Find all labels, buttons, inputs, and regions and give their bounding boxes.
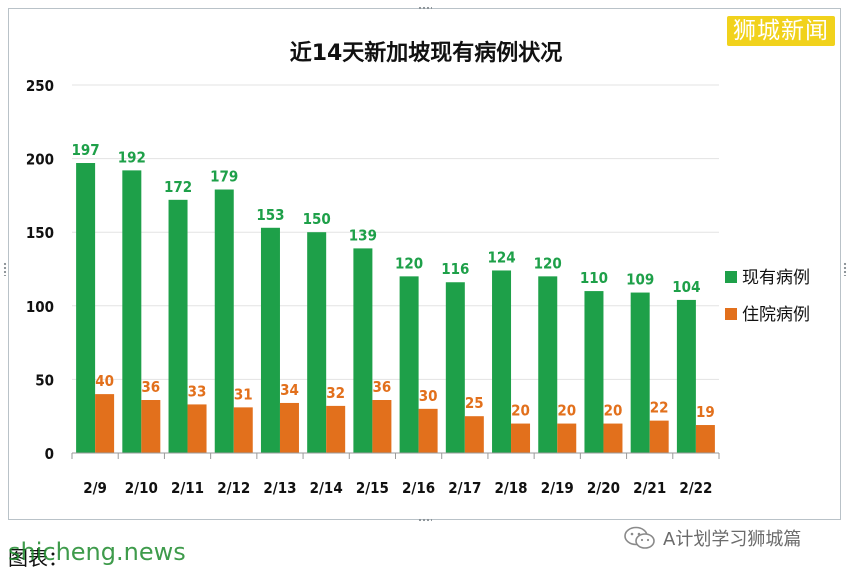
bar-existing [676, 299, 696, 453]
x-tick-label: 2/12 [217, 479, 250, 497]
brand-logo: 狮城新闻 [727, 16, 835, 46]
x-tick-label: 2/14 [310, 479, 343, 497]
y-tick-label: 0 [45, 445, 54, 463]
data-label: 25 [465, 394, 484, 412]
bar-hospitalized [418, 408, 438, 453]
bar-existing [168, 199, 188, 453]
bar-hospitalized [187, 404, 207, 453]
y-tick-label: 50 [35, 371, 54, 389]
data-label: 150 [303, 210, 331, 228]
data-label: 153 [256, 206, 284, 224]
chart-bars: 197 40 192 36 172 33 179 31 153 34 150 32 139 36 120 30… [72, 141, 715, 454]
y-tick-label: 200 [26, 151, 54, 169]
data-label: 31 [234, 385, 253, 403]
bar-existing [353, 248, 373, 453]
x-tick-label: 2/15 [356, 479, 389, 497]
y-tick-label: 250 [26, 77, 54, 95]
bar-hospitalized [372, 400, 392, 453]
legend-swatch [725, 308, 737, 320]
resize-handle-bottom[interactable] [418, 518, 432, 522]
data-label: 116 [441, 260, 469, 278]
data-label: 124 [487, 248, 515, 266]
data-label: 120 [395, 254, 423, 272]
bar-existing [445, 282, 465, 453]
data-label: 30 [419, 387, 438, 405]
bar-existing [214, 189, 234, 453]
wechat-icon [624, 526, 655, 549]
bar-hospitalized [326, 405, 346, 453]
x-tick-label: 2/13 [263, 479, 296, 497]
data-label: 120 [534, 254, 562, 272]
wechat-account-name: A计划学习狮城篇 [663, 529, 802, 550]
bar-existing [538, 276, 558, 453]
resize-handle-top[interactable] [418, 6, 432, 10]
bar-hospitalized [141, 400, 161, 453]
data-label: 36 [373, 378, 392, 396]
x-axis: 2/9 2/10 2/11 2/12 2/13 2/14 2/15 2/16 2/17 2/18 2… [71, 452, 720, 497]
data-label: 40 [95, 372, 114, 390]
bar-existing [630, 292, 650, 453]
bar-existing [584, 291, 604, 453]
data-label: 19 [696, 403, 715, 421]
x-tick-label: 2/22 [679, 479, 712, 497]
bar-hospitalized [279, 402, 299, 453]
legend-swatch [725, 271, 737, 283]
x-tick-label: 2/10 [125, 479, 158, 497]
x-tick-label: 2/11 [171, 479, 204, 497]
site-watermark: shicheng.news [8, 538, 186, 566]
data-label: 192 [118, 148, 146, 166]
y-tick-label: 150 [26, 224, 54, 242]
x-tick-label: 2/18 [494, 479, 527, 497]
data-label: 197 [72, 141, 100, 159]
data-label: 179 [210, 168, 238, 186]
bar-existing [260, 227, 280, 453]
bar-hospitalized [511, 423, 531, 453]
bar-hospitalized [603, 423, 623, 453]
chart-title: 近14天新加坡现有病例状况 [290, 40, 563, 66]
bar-hospitalized [95, 394, 115, 453]
resize-handle-left[interactable] [3, 262, 7, 276]
x-tick-label: 2/9 [83, 479, 107, 497]
x-tick-label: 2/20 [587, 479, 620, 497]
data-label: 172 [164, 178, 192, 196]
data-label: 20 [557, 402, 576, 420]
data-label: 20 [511, 402, 530, 420]
chart-caption: 图表： [8, 546, 68, 570]
bar-hospitalized [695, 425, 715, 453]
x-tick-label: 2/16 [402, 479, 435, 497]
data-label: 34 [280, 381, 299, 399]
data-label: 110 [580, 269, 608, 287]
bar-hospitalized [557, 423, 577, 453]
bar-existing [122, 170, 142, 453]
data-label: 22 [650, 399, 669, 417]
y-tick-label: 100 [26, 298, 54, 316]
bar-existing [307, 232, 327, 453]
data-label: 109 [626, 271, 654, 289]
bar-hospitalized [464, 416, 484, 453]
resize-handle-right[interactable] [843, 262, 847, 276]
y-axis: 0 50 100 150 200 250 [26, 77, 54, 463]
data-label: 104 [672, 278, 700, 296]
legend-label: 现有病例 [742, 268, 810, 288]
x-tick-label: 2/17 [448, 479, 481, 497]
legend-label: 住院病例 [742, 305, 810, 325]
wechat-account: A计划学习狮城篇 [623, 525, 801, 551]
data-label: 33 [188, 382, 207, 400]
bar-hospitalized [233, 407, 253, 453]
data-label: 139 [349, 226, 377, 244]
data-label: 32 [326, 384, 345, 402]
data-label: 36 [141, 378, 160, 396]
bar-existing [492, 270, 512, 453]
data-label: 20 [604, 402, 623, 420]
bar-existing [399, 276, 419, 453]
bar-hospitalized [649, 420, 669, 453]
x-tick-label: 2/19 [541, 479, 574, 497]
bar-existing [76, 163, 96, 454]
x-tick-label: 2/21 [633, 479, 666, 497]
